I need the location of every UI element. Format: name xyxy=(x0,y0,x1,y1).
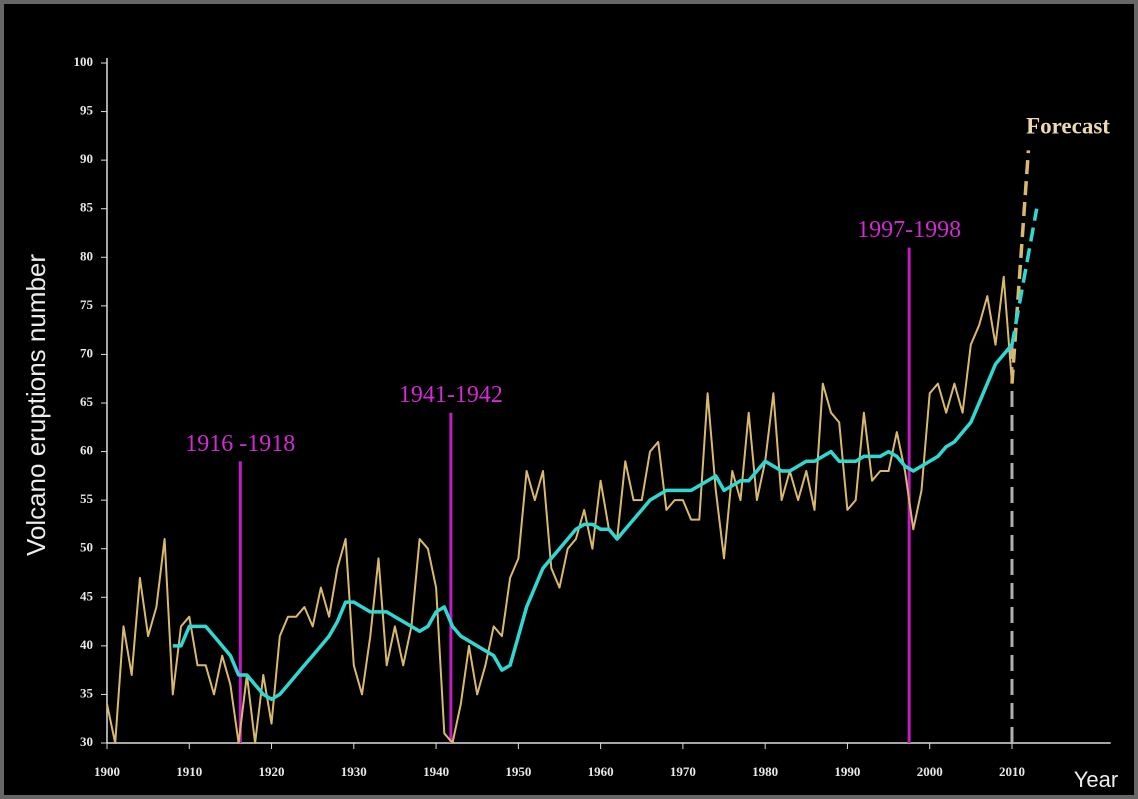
y-tick-label: 100 xyxy=(74,54,94,69)
annotation-label: 1941-1942 xyxy=(399,382,503,408)
x-tick-label: 1910 xyxy=(176,764,202,779)
y-tick-label: 60 xyxy=(80,443,93,458)
y-tick-label: 55 xyxy=(80,491,94,506)
y-tick-label: 45 xyxy=(80,588,94,603)
x-tick-label: 1960 xyxy=(588,764,614,779)
annotation-label: 1997-1998 xyxy=(857,217,961,243)
forecast-line xyxy=(1010,208,1039,346)
y-tick-label: 30 xyxy=(80,734,93,749)
x-tick-label: 1970 xyxy=(670,764,696,779)
y-tick-label: 70 xyxy=(80,345,93,360)
x-tick-label: 1950 xyxy=(505,764,531,779)
x-tick-label: 1920 xyxy=(259,764,285,779)
y-tick-label: 95 xyxy=(80,103,94,118)
y-tick-label: 90 xyxy=(80,151,93,166)
x-tick-label: 1900 xyxy=(94,764,120,779)
x-tick-label: 1940 xyxy=(423,764,449,779)
series-line xyxy=(106,275,1013,744)
forecast-label: Forecast xyxy=(1026,113,1110,138)
y-tick-label: 65 xyxy=(80,394,94,409)
annotation-label: 1916 -1918 xyxy=(185,431,295,457)
x-tick-label: 2000 xyxy=(917,764,943,779)
x-tick-label: 1930 xyxy=(341,764,367,779)
y-tick-label: 35 xyxy=(80,685,94,700)
y-tick-label: 75 xyxy=(80,297,94,312)
y-tick-label: 85 xyxy=(80,200,94,215)
x-tick-label: 1990 xyxy=(834,764,860,779)
x-tick-label: 2010 xyxy=(999,764,1025,779)
x-tick-label: 1980 xyxy=(752,764,778,779)
forecast-line xyxy=(1010,150,1031,384)
y-tick-label: 50 xyxy=(80,540,93,555)
x-axis-label: Year xyxy=(1074,767,1118,792)
series-line xyxy=(172,343,1014,702)
y-axis-label: Volcano eruptions number xyxy=(21,254,51,556)
y-tick-label: 40 xyxy=(80,637,93,652)
y-tick-label: 80 xyxy=(80,248,93,263)
